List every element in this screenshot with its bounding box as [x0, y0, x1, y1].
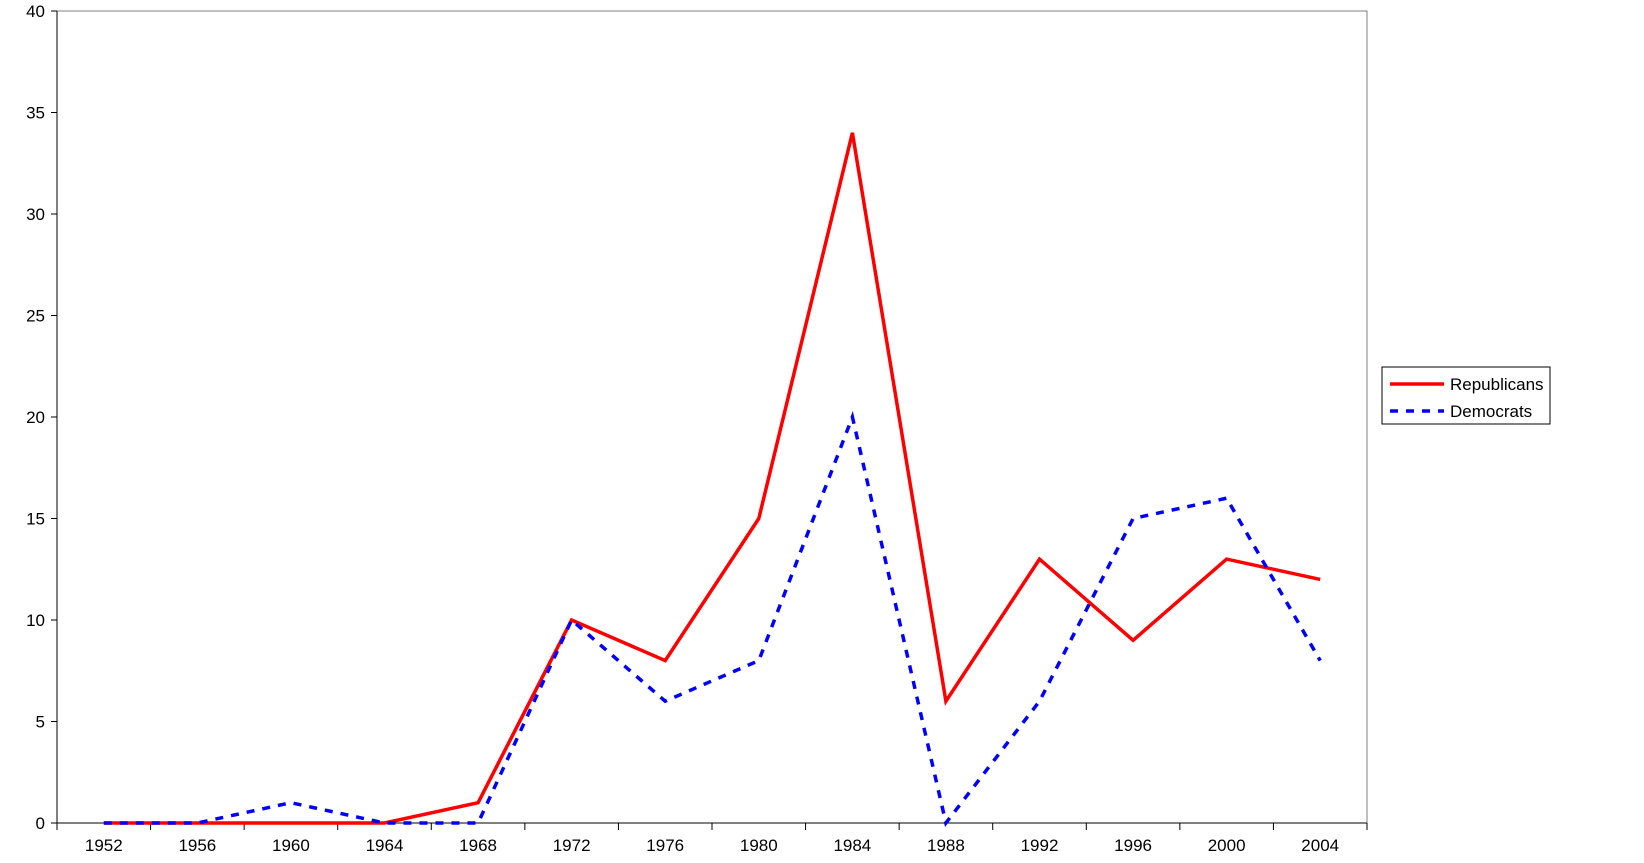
y-tick-label: 0	[36, 814, 45, 833]
y-tick-label: 10	[26, 611, 45, 630]
y-tick-label: 30	[26, 205, 45, 224]
x-tick-label: 1956	[178, 836, 216, 855]
x-tick-label: 1968	[459, 836, 497, 855]
x-axis: 1952 1956 1960 1964 1968 1972 1976 1980 1984 1988…	[56, 822, 1368, 855]
x-tick-label: 1952	[85, 836, 123, 855]
plot-area	[56, 10, 1368, 824]
legend-label-republicans: Republicans	[1450, 375, 1544, 394]
x-tick-label: 1988	[927, 836, 965, 855]
y-tick-label: 25	[26, 307, 45, 326]
x-tick-label: 1996	[1114, 836, 1152, 855]
y-tick-label: 40	[26, 2, 45, 21]
y-tick-label: 5	[36, 713, 45, 732]
x-tick-label: 2004	[1301, 836, 1339, 855]
x-tick-label: 1980	[740, 836, 778, 855]
x-tick-label: 1960	[272, 836, 310, 855]
series-layer	[103, 132, 1322, 828]
x-tick-label: 1992	[1021, 836, 1059, 855]
y-tick-label: 35	[26, 104, 45, 123]
y-tick-label: 15	[26, 510, 45, 529]
x-tick-label: 2000	[1208, 836, 1246, 855]
x-tick-label: 1972	[553, 836, 591, 855]
series-line-democrats	[103, 411, 1322, 828]
legend: Republicans Democrats	[1381, 366, 1551, 425]
legend-label-democrats: Democrats	[1450, 402, 1532, 421]
x-tick-label: 1976	[646, 836, 684, 855]
y-axis: 0 5 10 15 20 25 30 35 40	[26, 2, 58, 833]
plot-border	[56, 10, 1368, 824]
series-line-republicans	[103, 132, 1321, 825]
x-tick-label: 1984	[833, 836, 871, 855]
x-tick-label: 1964	[366, 836, 404, 855]
y-tick-label: 20	[26, 408, 45, 427]
legend-box	[1381, 366, 1551, 425]
